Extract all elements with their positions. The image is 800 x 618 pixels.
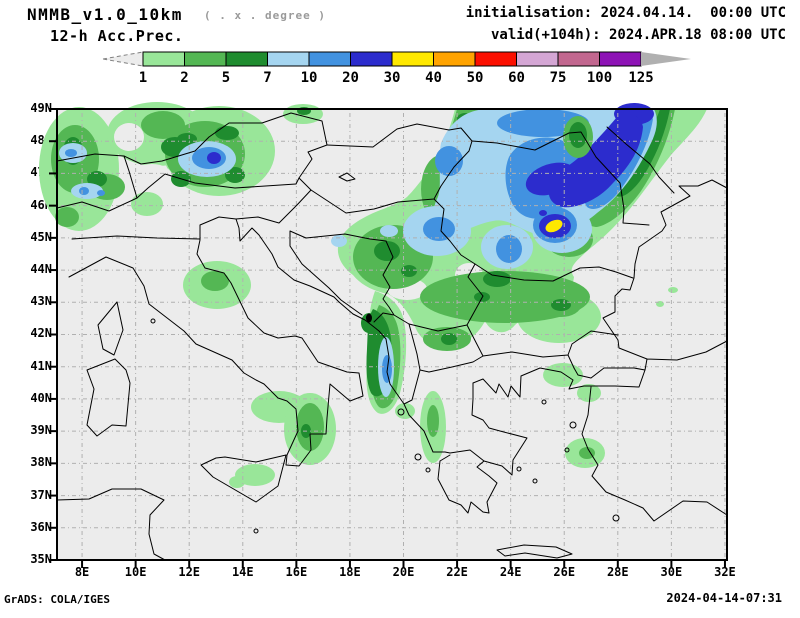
creation-timestamp: 2024-04-14-07:31 <box>666 591 782 605</box>
colorbar-segment <box>557 51 600 67</box>
colorbar-tick-label: 125 <box>628 70 653 86</box>
colorbar-tick-label: 40 <box>425 70 442 86</box>
colorbar-segment <box>391 51 434 67</box>
colorbar-tick-label: 100 <box>587 70 612 86</box>
colorbar-segment <box>184 51 227 67</box>
precip-island-green <box>563 116 593 158</box>
precipitation-colorbar: 1 2 5 7 10 20 30 40 50 60 75 100 125 <box>102 51 691 86</box>
colorbar-tick-label: 30 <box>384 70 401 86</box>
colorbar-segment <box>474 51 517 67</box>
lat-label: 40N <box>30 390 52 405</box>
model-title: NMMB_v1.0_10km <box>27 5 183 24</box>
lon-label: 8E <box>74 565 90 579</box>
lat-label: 41N <box>30 358 52 373</box>
lon-label: 22E <box>446 565 468 579</box>
valid-time-label: valid(+104h): 2024.APR.18 08:00 UTC <box>490 27 786 43</box>
lon-label: 14E <box>231 565 254 579</box>
colorbar-tick-label: 75 <box>550 70 567 86</box>
coastlines <box>56 179 728 561</box>
colorbar-tick-label: 7 <box>263 70 271 86</box>
lon-label: 10E <box>124 565 147 579</box>
lat-label: 42N <box>30 326 52 341</box>
product-label: 12-h Acc.Prec. <box>50 27 184 45</box>
lon-label: 24E <box>499 565 522 579</box>
lon-label: 18E <box>339 565 361 579</box>
lon-label: 30E <box>660 565 683 579</box>
colorbar-segment <box>599 51 642 67</box>
colorbar-tick-label: 1 <box>139 70 147 86</box>
initialisation-label: initialisation: 2024.04.14. 00:00 UTC <box>465 5 786 21</box>
colorbar-segment <box>516 51 559 67</box>
colorbar-tick-label: 50 <box>467 70 484 86</box>
colorbar-tick-label: 60 <box>508 70 525 86</box>
lat-label: 44N <box>30 262 52 277</box>
lon-label: 16E <box>285 565 308 579</box>
colorbar-tick-label: 2 <box>180 70 188 86</box>
lat-label: 35N <box>30 551 52 566</box>
colorbar-left-arrow <box>102 51 144 67</box>
lon-label: 26E <box>553 565 576 579</box>
lon-label: 32E <box>714 565 736 579</box>
lat-label: 39N <box>30 423 52 438</box>
lat-label: 36N <box>30 519 52 534</box>
resolution-label: ( . x . degree ) <box>204 9 326 22</box>
map-svg <box>39 102 728 568</box>
lat-label: 49N <box>30 101 52 115</box>
colorbar-tick-label: 20 <box>342 70 359 86</box>
lat-label: 45N <box>30 229 52 244</box>
colorbar-segment <box>433 51 476 67</box>
lon-label: 20E <box>392 565 415 579</box>
colorbar-tick-label: 10 <box>301 70 318 86</box>
colorbar-segment <box>308 51 351 67</box>
grads-credit: GrADS: COLA/IGES <box>4 593 110 606</box>
colorbar-segment <box>267 51 310 67</box>
map-frame <box>56 108 728 561</box>
lon-label: 28E <box>606 565 629 579</box>
lat-label: 37N <box>30 487 52 502</box>
colorbar-segment <box>142 51 185 67</box>
precip-layer-30-40mm <box>545 219 563 233</box>
colorbar-segment <box>225 51 268 67</box>
lat-label: 43N <box>30 294 52 309</box>
colorbar-right-arrow <box>641 52 691 66</box>
lat-label: 38N <box>30 455 52 470</box>
colorbar-segment <box>350 51 393 67</box>
axis-ticks <box>49 108 726 568</box>
colorbar-tick-label: 5 <box>222 70 230 86</box>
precip-extreme-spot <box>366 313 372 323</box>
lat-lon-gridlines <box>57 109 727 560</box>
country-borders <box>56 112 675 405</box>
lon-label: 12E <box>178 565 201 579</box>
